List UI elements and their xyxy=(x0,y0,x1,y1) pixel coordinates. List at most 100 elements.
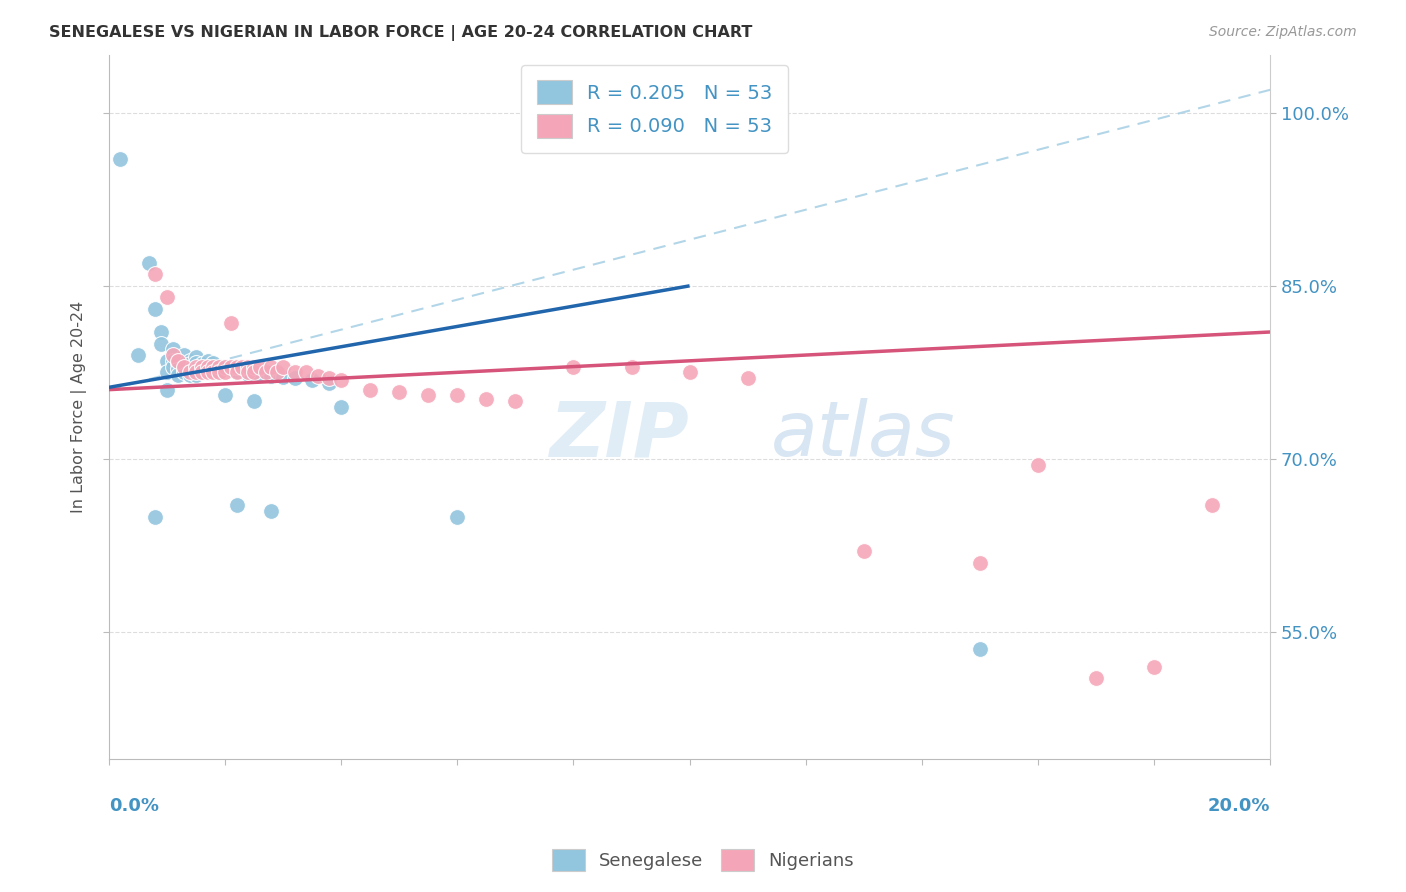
Point xyxy=(243,365,266,379)
Point xyxy=(249,368,271,382)
Point xyxy=(969,642,991,657)
Point xyxy=(190,365,212,379)
Point xyxy=(179,362,201,376)
Point xyxy=(173,357,195,371)
Point xyxy=(173,362,195,376)
Point xyxy=(284,365,307,379)
Point xyxy=(173,348,195,362)
Point xyxy=(249,359,271,374)
Point xyxy=(214,388,236,402)
Point xyxy=(301,373,323,387)
Point xyxy=(162,359,184,374)
Point xyxy=(173,359,195,374)
Point xyxy=(190,362,212,376)
Point xyxy=(271,370,294,384)
Point xyxy=(179,368,201,382)
Point xyxy=(238,359,260,374)
Point xyxy=(271,359,294,374)
Point xyxy=(260,368,283,383)
Point xyxy=(475,392,498,406)
Point xyxy=(214,359,236,374)
Text: ZIP: ZIP xyxy=(550,398,690,472)
Point xyxy=(184,356,207,370)
Point xyxy=(225,365,247,379)
Point xyxy=(219,362,242,376)
Point xyxy=(266,365,288,379)
Text: 0.0%: 0.0% xyxy=(108,797,159,815)
Point xyxy=(208,365,231,379)
Point xyxy=(418,388,440,402)
Point xyxy=(167,354,190,368)
Point xyxy=(208,359,231,374)
Point xyxy=(150,325,173,339)
Point xyxy=(318,371,340,385)
Point xyxy=(446,509,468,524)
Point xyxy=(202,362,225,376)
Point xyxy=(202,359,225,374)
Point xyxy=(446,388,468,402)
Point xyxy=(505,394,527,409)
Point xyxy=(127,348,149,362)
Point xyxy=(260,359,283,374)
Point xyxy=(179,357,201,371)
Point xyxy=(184,365,207,379)
Point xyxy=(167,362,190,376)
Point xyxy=(190,357,212,371)
Point xyxy=(167,368,190,382)
Point xyxy=(562,359,585,374)
Point xyxy=(110,152,132,166)
Point xyxy=(202,365,225,379)
Point xyxy=(307,368,329,383)
Point xyxy=(1026,458,1049,472)
Point xyxy=(184,351,207,365)
Point xyxy=(179,354,201,368)
Point xyxy=(238,367,260,381)
Point xyxy=(138,256,160,270)
Point xyxy=(219,359,242,374)
Point xyxy=(243,359,266,374)
Point xyxy=(969,556,991,570)
Text: SENEGALESE VS NIGERIAN IN LABOR FORCE | AGE 20-24 CORRELATION CHART: SENEGALESE VS NIGERIAN IN LABOR FORCE | … xyxy=(49,25,752,41)
Point xyxy=(620,359,643,374)
Point xyxy=(214,365,236,379)
Point xyxy=(150,336,173,351)
Point xyxy=(219,316,242,330)
Point xyxy=(208,365,231,379)
Legend: R = 0.205   N = 53, R = 0.090   N = 53: R = 0.205 N = 53, R = 0.090 N = 53 xyxy=(522,65,789,153)
Point xyxy=(1201,498,1223,512)
Text: 20.0%: 20.0% xyxy=(1208,797,1271,815)
Point xyxy=(156,354,179,368)
Point xyxy=(231,359,253,374)
Point xyxy=(852,544,875,558)
Point xyxy=(214,359,236,374)
Point xyxy=(243,394,266,409)
Text: Source: ZipAtlas.com: Source: ZipAtlas.com xyxy=(1209,25,1357,39)
Point xyxy=(162,343,184,357)
Point xyxy=(225,364,247,378)
Point xyxy=(197,365,219,379)
Point xyxy=(143,509,166,524)
Point xyxy=(184,359,207,374)
Text: atlas: atlas xyxy=(770,398,956,472)
Point xyxy=(737,371,759,385)
Point xyxy=(225,359,247,374)
Point xyxy=(330,400,353,414)
Point xyxy=(359,383,381,397)
Point xyxy=(225,498,247,512)
Point xyxy=(173,365,195,379)
Point xyxy=(156,365,179,379)
Point xyxy=(197,354,219,368)
Point xyxy=(190,365,212,379)
Point xyxy=(318,376,340,390)
Point xyxy=(388,384,411,399)
Point xyxy=(254,365,277,379)
Point xyxy=(156,383,179,397)
Point xyxy=(260,504,283,518)
Point xyxy=(184,368,207,382)
Y-axis label: In Labor Force | Age 20-24: In Labor Force | Age 20-24 xyxy=(72,301,87,513)
Point xyxy=(156,290,179,304)
Point xyxy=(143,268,166,282)
Point xyxy=(197,359,219,374)
Point xyxy=(284,371,307,385)
Point xyxy=(238,365,260,379)
